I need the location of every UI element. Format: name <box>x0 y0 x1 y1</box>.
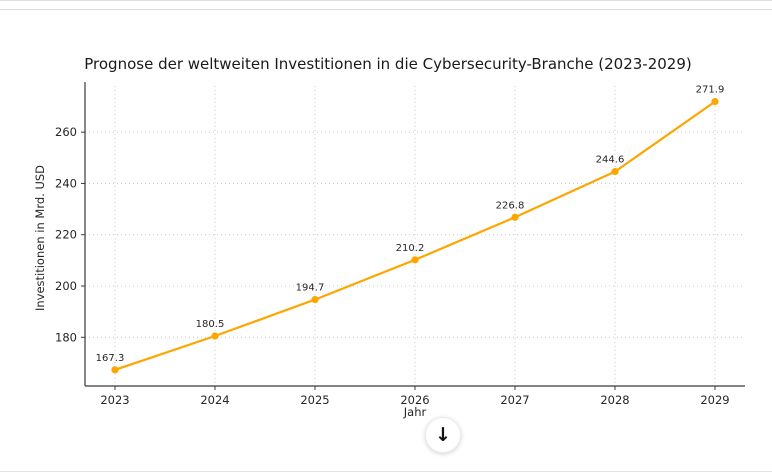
x-tick-label: 2029 <box>700 393 729 404</box>
down-arrow-icon: ↓ <box>435 423 451 446</box>
y-tick-label: 220 <box>55 228 77 242</box>
bottom-divider <box>0 471 772 472</box>
y-tick-label: 260 <box>55 125 77 139</box>
data-point <box>511 213 519 221</box>
y-tick-label: 180 <box>55 330 77 344</box>
data-point-label: 194.7 <box>296 283 325 294</box>
data-point <box>411 256 419 264</box>
data-point <box>711 98 719 106</box>
y-tick-label: 240 <box>55 176 77 190</box>
data-point-label: 271.9 <box>696 85 725 96</box>
x-tick-label: 2027 <box>500 393 529 404</box>
data-point <box>611 168 619 176</box>
axis-ticks: 2023 2024 2025 2026 2027 2028 2029 180 200 220 240… <box>55 125 730 404</box>
x-tick-label: 2024 <box>200 393 229 404</box>
data-point-label: 210.2 <box>396 243 425 254</box>
grid-lines <box>85 86 745 386</box>
scroll-down-button[interactable]: ↓ <box>425 417 461 453</box>
data-point <box>211 332 219 340</box>
data-point <box>311 295 319 304</box>
top-divider <box>0 9 772 10</box>
data-point-label: 226.8 <box>496 200 525 211</box>
x-tick-label: 2026 <box>400 393 429 404</box>
data-point-label: 167.3 <box>96 353 125 364</box>
investment-line-chart: 2023 2024 2025 2026 2027 2028 2029 180 200 220 240… <box>55 82 745 404</box>
data-point-label: 244.6 <box>596 155 625 166</box>
x-tick-label: 2025 <box>300 393 329 404</box>
data-points: 167.3 180.5 194.7 210.2 226.8 244.6 271.9 <box>96 85 725 374</box>
data-point-label: 180.5 <box>196 319 225 330</box>
x-axis-label: Jahr <box>403 405 427 419</box>
x-tick-label: 2023 <box>100 393 129 404</box>
y-tick-label: 200 <box>55 279 77 293</box>
data-point <box>111 366 119 374</box>
chart-title: Prognose der weltweiten Investitionen in… <box>84 55 692 73</box>
x-tick-label: 2028 <box>600 393 629 404</box>
